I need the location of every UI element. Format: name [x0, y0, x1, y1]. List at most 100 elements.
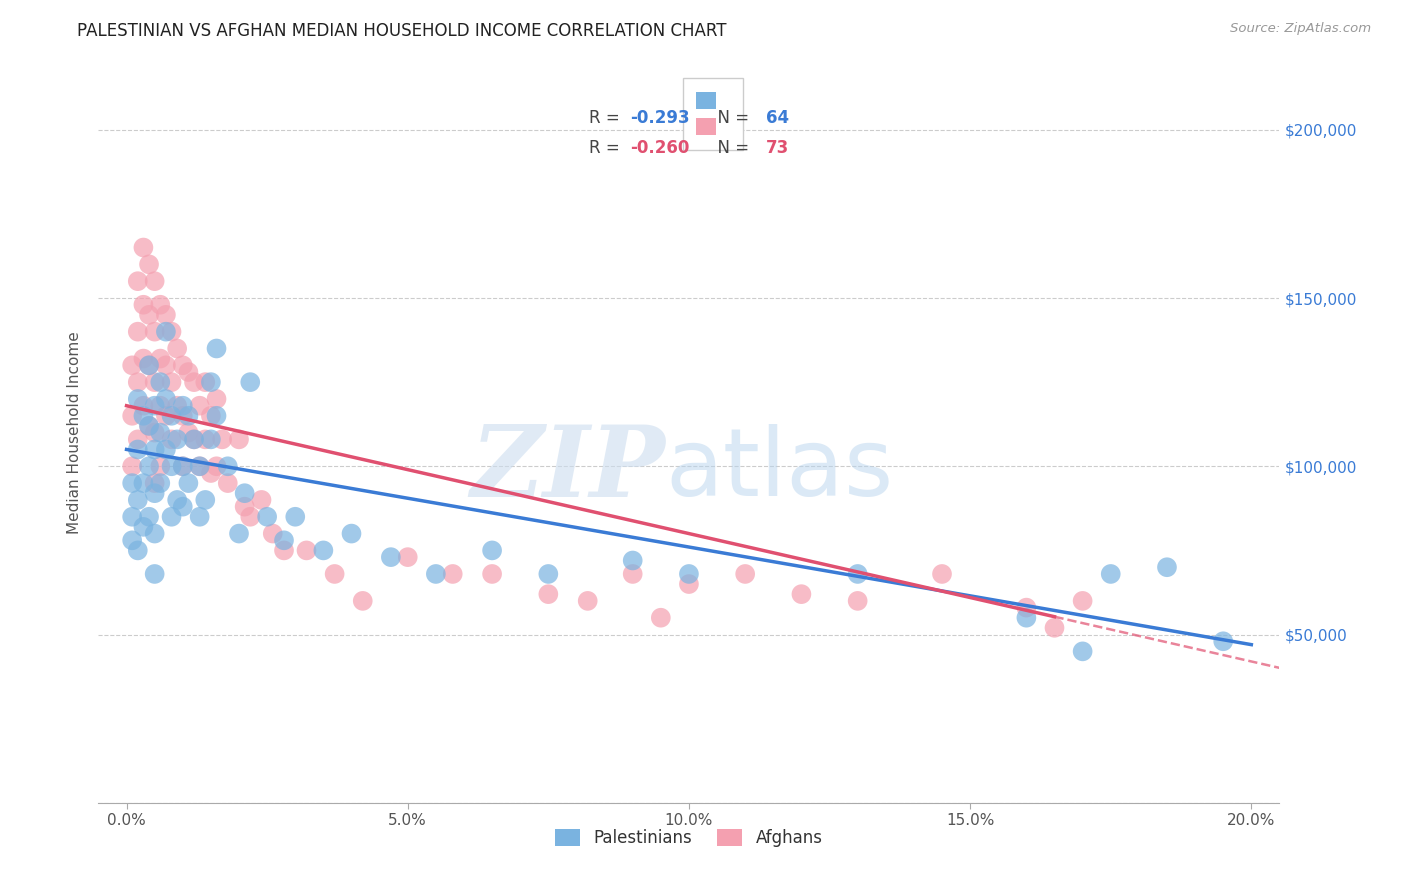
Text: 73: 73	[766, 138, 789, 157]
Point	[537, 587, 560, 601]
Point	[576, 594, 599, 608]
Point	[127, 442, 149, 457]
Point	[155, 325, 177, 339]
Point	[132, 520, 155, 534]
Point	[121, 459, 143, 474]
Point	[172, 500, 194, 514]
Point	[149, 399, 172, 413]
Point	[138, 459, 160, 474]
Point	[537, 566, 560, 581]
Point	[284, 509, 307, 524]
Point	[441, 566, 464, 581]
Point	[481, 543, 503, 558]
Point	[200, 375, 222, 389]
Point	[143, 526, 166, 541]
Text: 64: 64	[766, 109, 789, 127]
Point	[127, 543, 149, 558]
Point	[155, 409, 177, 423]
Point	[256, 509, 278, 524]
Point	[127, 274, 149, 288]
Point	[177, 365, 200, 379]
Point	[323, 566, 346, 581]
Point	[172, 459, 194, 474]
Point	[138, 359, 160, 373]
Point	[846, 594, 869, 608]
Point	[138, 418, 160, 433]
Point	[183, 433, 205, 447]
Point	[200, 409, 222, 423]
Point	[295, 543, 318, 558]
Point	[352, 594, 374, 608]
Point	[127, 492, 149, 507]
Point	[143, 566, 166, 581]
Point	[127, 392, 149, 406]
Point	[1043, 621, 1066, 635]
Point	[250, 492, 273, 507]
Point	[121, 359, 143, 373]
Point	[160, 375, 183, 389]
Point	[228, 526, 250, 541]
Point	[121, 509, 143, 524]
Point	[160, 433, 183, 447]
Point	[149, 351, 172, 366]
Point	[121, 533, 143, 548]
Point	[312, 543, 335, 558]
Point	[160, 409, 183, 423]
Point	[132, 399, 155, 413]
Point	[149, 375, 172, 389]
Point	[143, 442, 166, 457]
Point	[396, 550, 419, 565]
Point	[1099, 566, 1122, 581]
Point	[121, 476, 143, 491]
Point	[233, 500, 256, 514]
Point	[121, 409, 143, 423]
Point	[262, 526, 284, 541]
Point	[143, 425, 166, 440]
Point	[183, 375, 205, 389]
Point	[183, 433, 205, 447]
Point	[143, 325, 166, 339]
Point	[166, 433, 188, 447]
Point	[138, 359, 160, 373]
Point	[188, 459, 211, 474]
Point	[340, 526, 363, 541]
Point	[217, 459, 239, 474]
Point	[1212, 634, 1234, 648]
Point	[205, 409, 228, 423]
Point	[127, 325, 149, 339]
Point	[790, 587, 813, 601]
Point	[160, 509, 183, 524]
Point	[217, 476, 239, 491]
Point	[127, 375, 149, 389]
Point	[239, 509, 262, 524]
Point	[205, 459, 228, 474]
Point	[155, 392, 177, 406]
Point	[149, 425, 172, 440]
Point	[160, 459, 183, 474]
Point	[734, 566, 756, 581]
Point	[172, 359, 194, 373]
Point	[194, 433, 217, 447]
Point	[194, 375, 217, 389]
Point	[132, 476, 155, 491]
Point	[380, 550, 402, 565]
Point	[481, 566, 503, 581]
Text: N =: N =	[707, 109, 754, 127]
Point	[155, 359, 177, 373]
Point	[211, 433, 233, 447]
Point	[188, 399, 211, 413]
Point	[149, 298, 172, 312]
Point	[621, 553, 644, 567]
Point	[1156, 560, 1178, 574]
Point	[138, 418, 160, 433]
Point	[200, 433, 222, 447]
Point	[143, 399, 166, 413]
Text: N =: N =	[707, 138, 754, 157]
Point	[425, 566, 447, 581]
Point	[200, 466, 222, 480]
Point	[138, 308, 160, 322]
Point	[166, 342, 188, 356]
Text: Source: ZipAtlas.com: Source: ZipAtlas.com	[1230, 22, 1371, 36]
Text: -0.293: -0.293	[630, 109, 689, 127]
Point	[143, 375, 166, 389]
